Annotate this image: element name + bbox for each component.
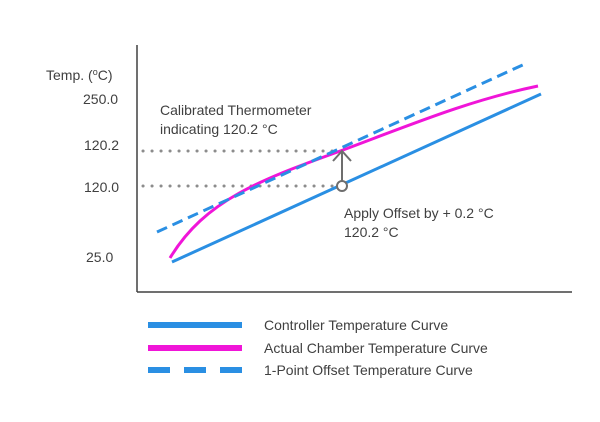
legend-label-actual-chamber: Actual Chamber Temperature Curve [264,340,488,356]
tick-label-25: 25.0 [86,249,113,265]
tick-label-250: 250.0 [83,91,118,107]
tick-label-120-2: 120.2 [84,137,119,153]
legend: Controller Temperature Curve Actual Cham… [148,317,488,378]
tick-label-120-0: 120.0 [84,179,119,195]
legend-label-controller: Controller Temperature Curve [264,317,448,333]
callout-calibrated-thermometer-line1: Calibrated Thermometer [160,102,312,118]
actual-chamber-temperature-curve [168,84,539,259]
callout-calibrated-thermometer-line2: indicating 120.2 °C [160,121,278,137]
controller-temperature-curve [171,92,542,264]
offset-arrow-head [332,149,352,162]
controller-point-marker [336,180,348,192]
legend-label-one-point-offset: 1-Point Offset Temperature Curve [264,362,473,378]
y-axis-title: Temp. (oC) [46,67,112,83]
callout-apply-offset-line1: Apply Offset by + 0.2 °C [344,205,494,221]
callout-apply-offset-line2: 120.2 °C [344,224,399,240]
